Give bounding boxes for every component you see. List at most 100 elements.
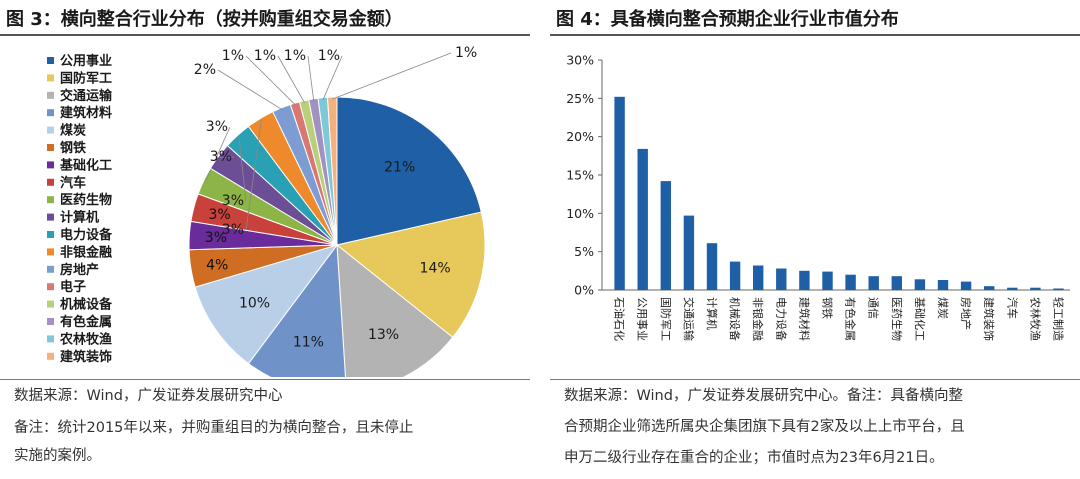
bar [614,96,625,290]
pie-data-label: 3% [222,222,244,238]
x-tick-label: 国防军工 [659,297,673,341]
pie-slice [247,243,346,377]
pie-remark-line-1: 备注：统计2015年以来，并购重组目的为横向整合，且未停止 [14,420,414,436]
x-tick-label: 公用事业 [636,297,649,341]
legend-swatch [47,248,54,256]
y-tick-label: 10% [566,206,594,221]
pie-slice [336,243,454,377]
legend-label: 电力设备 [60,227,113,243]
bar-source-line-2: 合预期企业筛选所属央企集团旗下具有2家及以上上市平台，且 [564,419,965,435]
legend-swatch [47,352,54,360]
bar [1030,287,1041,290]
bar [660,181,671,290]
legend-swatch [47,231,54,238]
bar [776,268,787,290]
bar [960,281,972,290]
legend-swatch [47,335,54,343]
pie-data-label: 1% [284,48,306,64]
bar [637,148,648,290]
bar [845,274,856,290]
pie-data-label: 3% [222,193,244,209]
legend-swatch [47,283,54,291]
x-tick-label: 农林牧渔 [1028,297,1042,341]
legend-swatch [47,300,54,308]
legend-label: 有色金属 [60,314,112,330]
legend-swatch [47,109,54,117]
y-tick-label: 5% [574,244,594,259]
y-tick-label: 15% [566,168,594,183]
bar [753,265,764,290]
legend-swatch [47,178,54,186]
pie-title-rule [0,34,530,36]
x-tick-label: 医药生物 [890,297,904,341]
legend-label: 基础化工 [59,157,112,173]
pie-data-label: 14% [420,260,451,276]
bar [683,215,695,290]
x-tick-label: 机械设备 [728,297,742,341]
legend-label: 煤炭 [60,123,86,139]
pie-data-label: 21% [384,159,415,175]
pie-data-label: 3% [208,207,230,223]
y-tick-label: 25% [566,91,594,106]
bar-title-rule [550,34,1080,36]
pie-data-label: 2% [194,62,216,78]
pie-data-label: 3% [210,149,232,165]
x-tick-label: 非银金融 [751,297,765,341]
legend-label: 国防军工 [60,70,112,86]
legend-swatch [47,265,54,273]
x-tick-label: 通信 [867,297,880,319]
pie-leader-line [245,120,262,231]
pie-data-label: 10% [239,296,270,312]
bar [706,243,718,290]
legend-swatch [47,57,54,64]
bar [891,276,902,290]
bar [937,280,949,290]
pie-data-label: 1% [254,48,276,64]
legend-label: 机械设备 [60,297,113,313]
pie-leader-line [245,55,296,106]
x-tick-label: 房地产 [959,297,973,330]
bar-source-line-1: 数据来源：Wind，广发证券发展研究中心。备注：具备横向整 [564,388,963,404]
pie-leader-line [205,126,231,182]
pie-data-label: 11% [293,335,324,351]
pie-data-label: 4% [206,257,228,273]
pie-leader-line [277,55,305,103]
x-tick-label: 计算机 [705,297,719,330]
pie-leader-line [238,136,247,202]
legend-swatch [47,144,54,151]
pie-data-label: 3% [206,119,228,135]
y-tick-label: 0% [574,283,594,298]
bar [799,270,810,290]
pie-leader-line [307,55,315,101]
legend-label: 公用事业 [60,53,112,69]
pie-remark-line-2: 实施的案例。 [14,448,101,464]
legend-swatch [47,126,54,134]
bar [868,276,879,290]
pie-figure-panel: 图 3：横向整合行业分布（按并购重组交易金额） 公用事业 国防军工 交通运输 建筑材料… [0,0,530,479]
bar [914,279,926,290]
legend-label: 农林牧渔 [59,331,112,347]
legend-label: 医药生物 [60,192,112,208]
x-tick-label: 轻工制造 [1052,297,1066,341]
legend-label: 钢铁 [60,140,86,156]
pie-data-label: 13% [368,327,399,343]
legend-swatch [47,213,54,221]
legend-swatch [47,318,54,325]
bar-bottom-rule [550,379,1080,380]
pie-chart: 公用事业国防军工交通运输建筑材料煤炭钢铁基础化工汽车医药生物计算机电力设备非银金… [47,45,486,377]
x-tick-label: 建筑装饰 [982,297,996,341]
bar [822,271,833,290]
pie-data-label: 1% [222,48,244,64]
pie-slice [335,211,486,338]
pie-source-note: 数据来源：Wind，广发证券发展研究中心 [14,388,283,404]
bar [729,261,741,290]
bar-figure-title: 图 4：具备横向整合预期企业行业市值分布 [556,9,899,30]
legend-label: 计算机 [60,210,99,226]
pie-data-label: 3% [205,230,227,246]
pie-leader-line [219,156,235,159]
x-tick-label: 石油石化 [613,297,627,341]
y-tick-label: 30% [566,53,594,68]
x-tick-label: 煤炭 [936,297,949,319]
pie-slice [194,244,339,365]
pie-leader-line [322,55,343,100]
